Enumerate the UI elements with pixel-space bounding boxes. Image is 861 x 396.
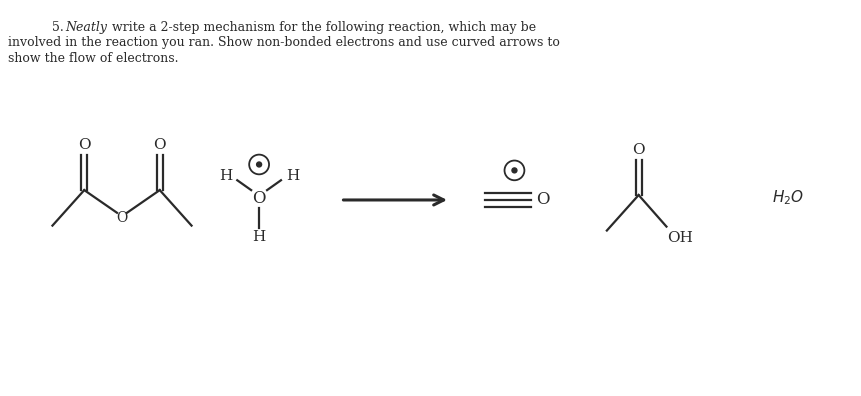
Text: O: O: [252, 190, 266, 206]
Text: O: O: [78, 138, 90, 152]
Text: involved in the reaction you ran. Show non-bonded electrons and use curved arrow: involved in the reaction you ran. Show n…: [8, 36, 560, 49]
Circle shape: [257, 162, 262, 167]
Text: H: H: [286, 169, 300, 183]
Text: H: H: [252, 230, 266, 244]
Text: 5.: 5.: [53, 21, 68, 34]
Text: H: H: [219, 169, 232, 183]
Text: $H_2O$: $H_2O$: [771, 188, 803, 208]
Text: O: O: [116, 211, 127, 225]
Text: O: O: [153, 138, 166, 152]
Text: O: O: [536, 192, 550, 208]
Circle shape: [512, 168, 517, 173]
Text: show the flow of electrons.: show the flow of electrons.: [8, 52, 178, 65]
Text: write a 2-step mechanism for the following reaction, which may be: write a 2-step mechanism for the followi…: [108, 21, 536, 34]
Text: OH: OH: [667, 231, 693, 246]
Text: O: O: [632, 143, 645, 157]
Text: Neatly: Neatly: [65, 21, 108, 34]
